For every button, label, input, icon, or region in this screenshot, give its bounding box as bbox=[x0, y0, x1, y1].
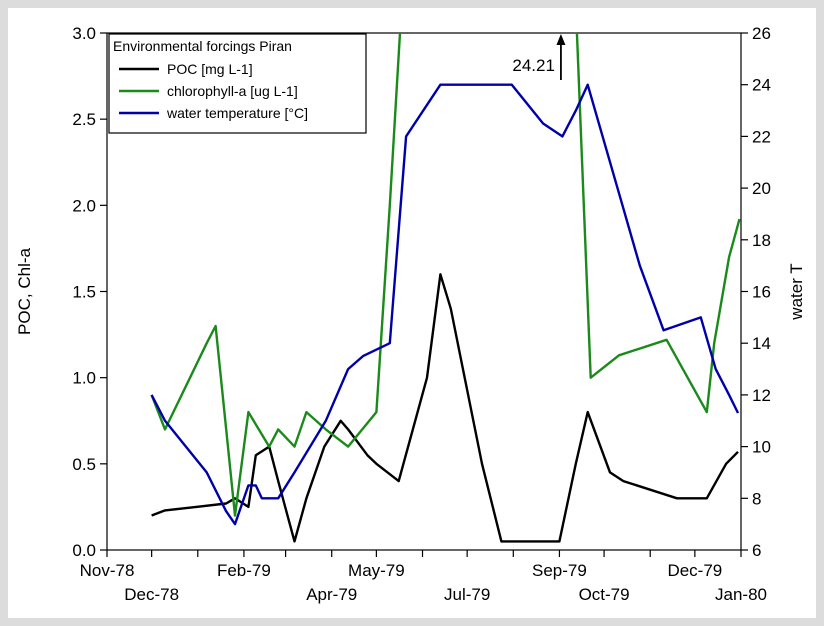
x-tick-label: Feb-79 bbox=[217, 561, 271, 580]
x-tick-label: Dec-78 bbox=[124, 585, 179, 604]
y-right-tick-label: 14 bbox=[752, 334, 771, 353]
y-right-axis-title: water T bbox=[787, 263, 806, 320]
y-left-tick-label: 1.0 bbox=[72, 369, 96, 388]
y-right-tick-label: 12 bbox=[752, 386, 771, 405]
legend-box bbox=[108, 33, 367, 134]
series-line-chlorophyll-a-ug-l-1 bbox=[150, 33, 741, 517]
x-tick-label: Jul-79 bbox=[444, 585, 490, 604]
line-chart: Nov-78 Dec-78 Feb-79 Apr-79 May-79 Jul-79 Sep-… bbox=[15, 24, 806, 604]
legend-entry: POC [mg L-1] bbox=[167, 61, 253, 77]
y-left-tick-label: 2.5 bbox=[72, 110, 96, 129]
series-line-poc-mg-l-1 bbox=[151, 273, 739, 543]
x-tick-label: Apr-79 bbox=[306, 585, 357, 604]
y-right-tick-label: 24 bbox=[752, 76, 771, 95]
y-right-tick-label: 10 bbox=[752, 438, 771, 457]
chart-frame: Nov-78 Dec-78 Feb-79 Apr-79 May-79 Jul-79 Sep-… bbox=[8, 8, 816, 618]
legend-entry: chlorophyll-a [ug L-1] bbox=[167, 83, 298, 99]
y-left-tick-label: 3.0 bbox=[72, 24, 96, 43]
y-right-tick-label: 26 bbox=[752, 24, 771, 43]
y-left-tick-label: 0.0 bbox=[72, 541, 96, 560]
x-tick-label: Dec-79 bbox=[667, 561, 722, 580]
y-right-tick-label: 18 bbox=[752, 231, 771, 250]
x-tick-label: Nov-78 bbox=[80, 561, 135, 580]
x-tick-label: Jan-80 bbox=[715, 585, 767, 604]
annotation-group: 24.21 bbox=[512, 34, 566, 80]
y-left-tick-label: 0.5 bbox=[72, 455, 96, 474]
annotation-label: 24.21 bbox=[512, 56, 555, 75]
annotation-arrowhead bbox=[556, 34, 566, 45]
x-tick-label: Oct-79 bbox=[579, 585, 630, 604]
x-tick-label: May-79 bbox=[348, 561, 405, 580]
y-left-tick-label: 1.5 bbox=[72, 283, 96, 302]
y-right-tick-label: 20 bbox=[752, 179, 771, 198]
series-layer bbox=[150, 33, 741, 543]
y-left-axis-title: POC, Chl-a bbox=[15, 248, 34, 335]
legend-title: Environmental forcings Piran bbox=[113, 38, 292, 54]
y-left-tick-label: 2.0 bbox=[72, 196, 96, 215]
y-right-tick-label: 8 bbox=[752, 489, 761, 508]
y-right-tick-label: 6 bbox=[752, 541, 761, 560]
x-tick-label: Sep-79 bbox=[532, 561, 587, 580]
series-line-water-temperature-c bbox=[150, 83, 740, 526]
legend-entry: water temperature [°C] bbox=[166, 105, 308, 121]
legend: Environmental forcings Piran POC [mg L-1]… bbox=[108, 33, 367, 134]
axes-group: Nov-78 Dec-78 Feb-79 Apr-79 May-79 Jul-79 Sep-… bbox=[15, 24, 806, 604]
y-right-tick-label: 22 bbox=[752, 127, 771, 146]
y-right-tick-label: 16 bbox=[752, 283, 771, 302]
